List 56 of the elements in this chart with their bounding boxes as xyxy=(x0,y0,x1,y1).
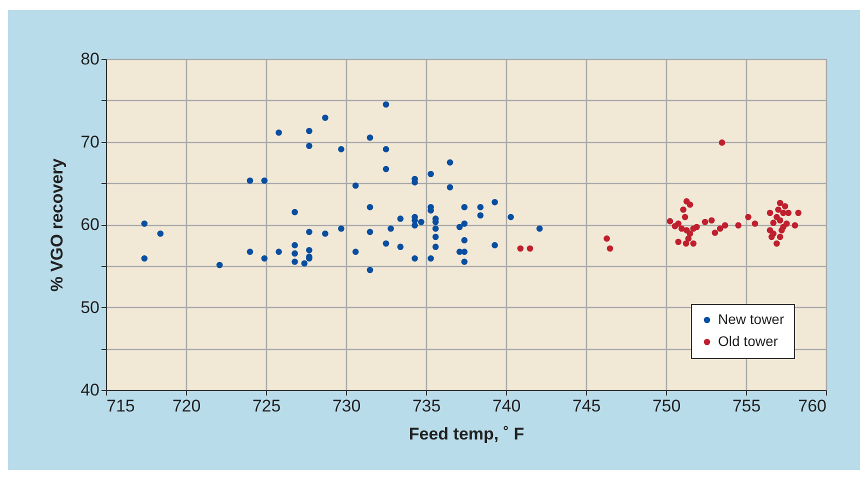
point xyxy=(752,220,758,227)
point xyxy=(792,222,798,228)
x-tick-label: 735 xyxy=(412,396,441,416)
point xyxy=(776,200,784,206)
point xyxy=(682,214,688,220)
point xyxy=(775,206,782,213)
x-axis-title: Feed temp, ˚ F xyxy=(408,424,524,444)
point xyxy=(690,240,697,247)
point xyxy=(785,210,792,216)
point xyxy=(686,201,694,208)
x-tick-label: 720 xyxy=(172,396,201,416)
point xyxy=(604,235,610,242)
point xyxy=(770,230,777,237)
legend-label: Old tower xyxy=(718,333,778,349)
point xyxy=(680,206,686,213)
point xyxy=(682,240,690,247)
x-tick-label: 755 xyxy=(732,396,761,416)
y-tick-label: 50 xyxy=(80,298,100,317)
point xyxy=(718,139,726,146)
point xyxy=(685,235,692,242)
point xyxy=(782,203,788,210)
x-tick-label: 760 xyxy=(798,396,826,416)
legend-label: New tower xyxy=(718,311,784,327)
point xyxy=(722,222,728,228)
point xyxy=(795,210,802,216)
y-tick-label: 60 xyxy=(80,215,100,234)
y-tick-label: 40 xyxy=(80,380,100,400)
point xyxy=(735,222,742,228)
point xyxy=(776,234,784,240)
x-tick-label: 750 xyxy=(652,396,681,416)
point xyxy=(678,225,685,232)
point xyxy=(716,225,724,232)
y-tick-label: 80 xyxy=(80,50,100,68)
x-tick-label: 725 xyxy=(252,396,281,416)
point xyxy=(712,230,718,236)
point xyxy=(774,240,780,247)
point xyxy=(606,245,614,252)
x-tick-label: 740 xyxy=(492,396,521,416)
point xyxy=(774,214,780,220)
point xyxy=(675,220,682,227)
point xyxy=(708,217,715,224)
y-axis-title: % VGO recovery xyxy=(48,158,67,292)
y-tick-label: 70 xyxy=(80,132,100,152)
x-tick-label: 745 xyxy=(572,396,601,416)
point xyxy=(770,220,777,226)
x-tick-label: 715 xyxy=(106,396,135,416)
point xyxy=(666,218,674,224)
point xyxy=(780,224,786,230)
point xyxy=(526,245,534,252)
x-tick-label: 730 xyxy=(332,396,361,416)
point xyxy=(675,238,682,246)
point xyxy=(702,218,708,226)
point xyxy=(694,224,700,230)
point xyxy=(745,214,752,220)
point xyxy=(517,245,524,252)
point xyxy=(766,210,774,216)
